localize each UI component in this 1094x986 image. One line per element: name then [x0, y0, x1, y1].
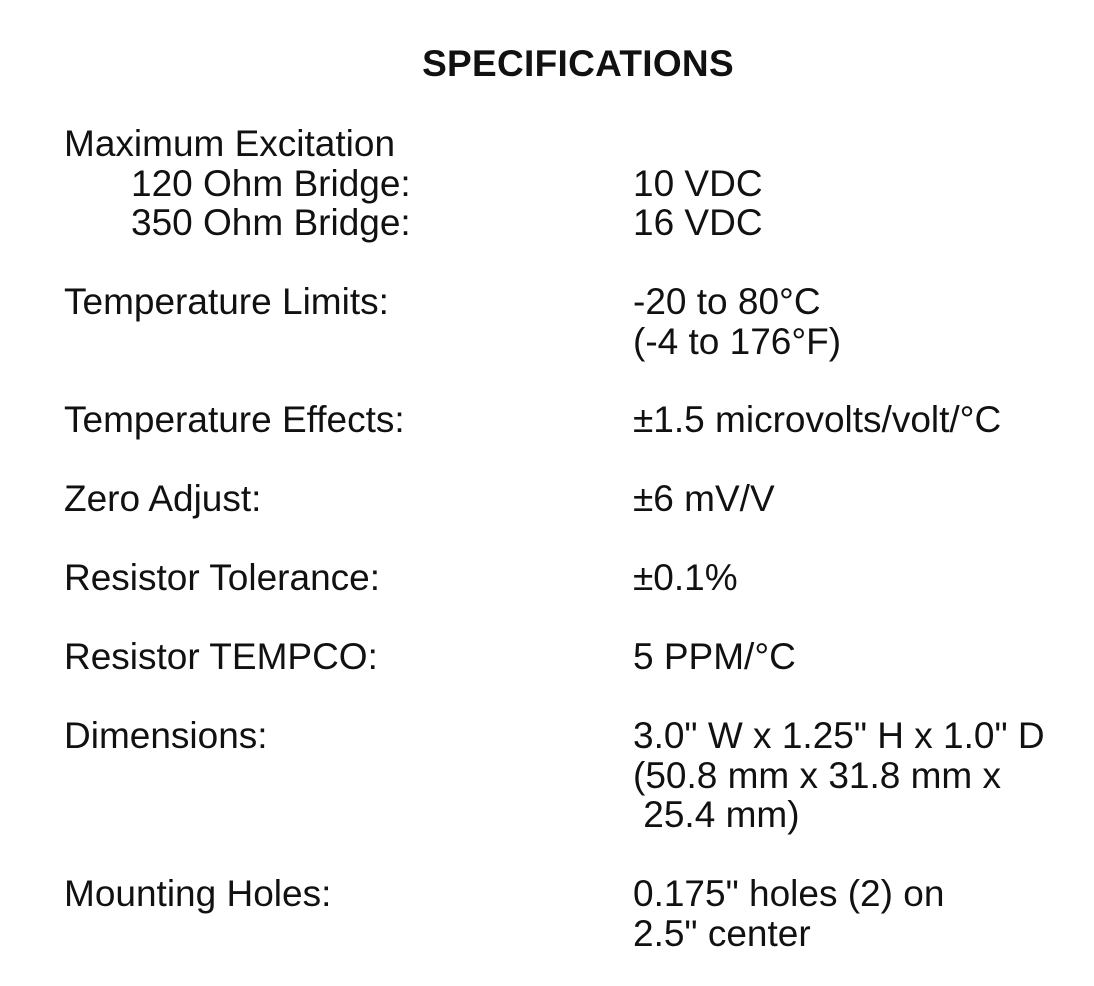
dimensions-value-line3: 25.4 mm) [633, 794, 800, 835]
dimensions-label: Dimensions: [64, 715, 268, 756]
temperature-limits-value-line2: (-4 to 176°F) [633, 321, 842, 362]
resistor-tempco-label: Resistor TEMPCO: [64, 636, 378, 677]
max-excitation-label: Maximum Excitation [64, 123, 396, 164]
zero-adjust-label: Zero Adjust: [64, 478, 262, 519]
bridge-120-label: 120 Ohm Bridge: [131, 163, 411, 204]
resistor-tempco-value: 5 PPM/°C [633, 636, 796, 677]
page-title: SPECIFICATIONS [422, 43, 734, 84]
temperature-effects-label: Temperature Effects: [64, 399, 405, 440]
bridge-120-value: 10 VDC [633, 163, 763, 204]
mounting-holes-label: Mounting Holes: [64, 873, 332, 914]
mounting-holes-value-line1: 0.175" holes (2) on [633, 873, 945, 914]
temperature-effects-value: ±1.5 microvolts/volt/°C [633, 399, 1002, 440]
resistor-tolerance-value: ±0.1% [633, 557, 738, 598]
zero-adjust-value: ±6 mV/V [633, 478, 775, 519]
dimensions-value-line2: (50.8 mm x 31.8 mm x [633, 755, 1002, 796]
dimensions-value-line1: 3.0" W x 1.25" H x 1.0" D [633, 715, 1045, 756]
temperature-limits-label: Temperature Limits: [64, 281, 389, 322]
resistor-tolerance-label: Resistor Tolerance: [64, 557, 381, 598]
bridge-350-value: 16 VDC [633, 202, 763, 243]
temperature-limits-value-line1: -20 to 80°C [633, 281, 821, 322]
mounting-holes-value-line2: 2.5" center [633, 913, 811, 954]
bridge-350-label: 350 Ohm Bridge: [131, 202, 411, 243]
